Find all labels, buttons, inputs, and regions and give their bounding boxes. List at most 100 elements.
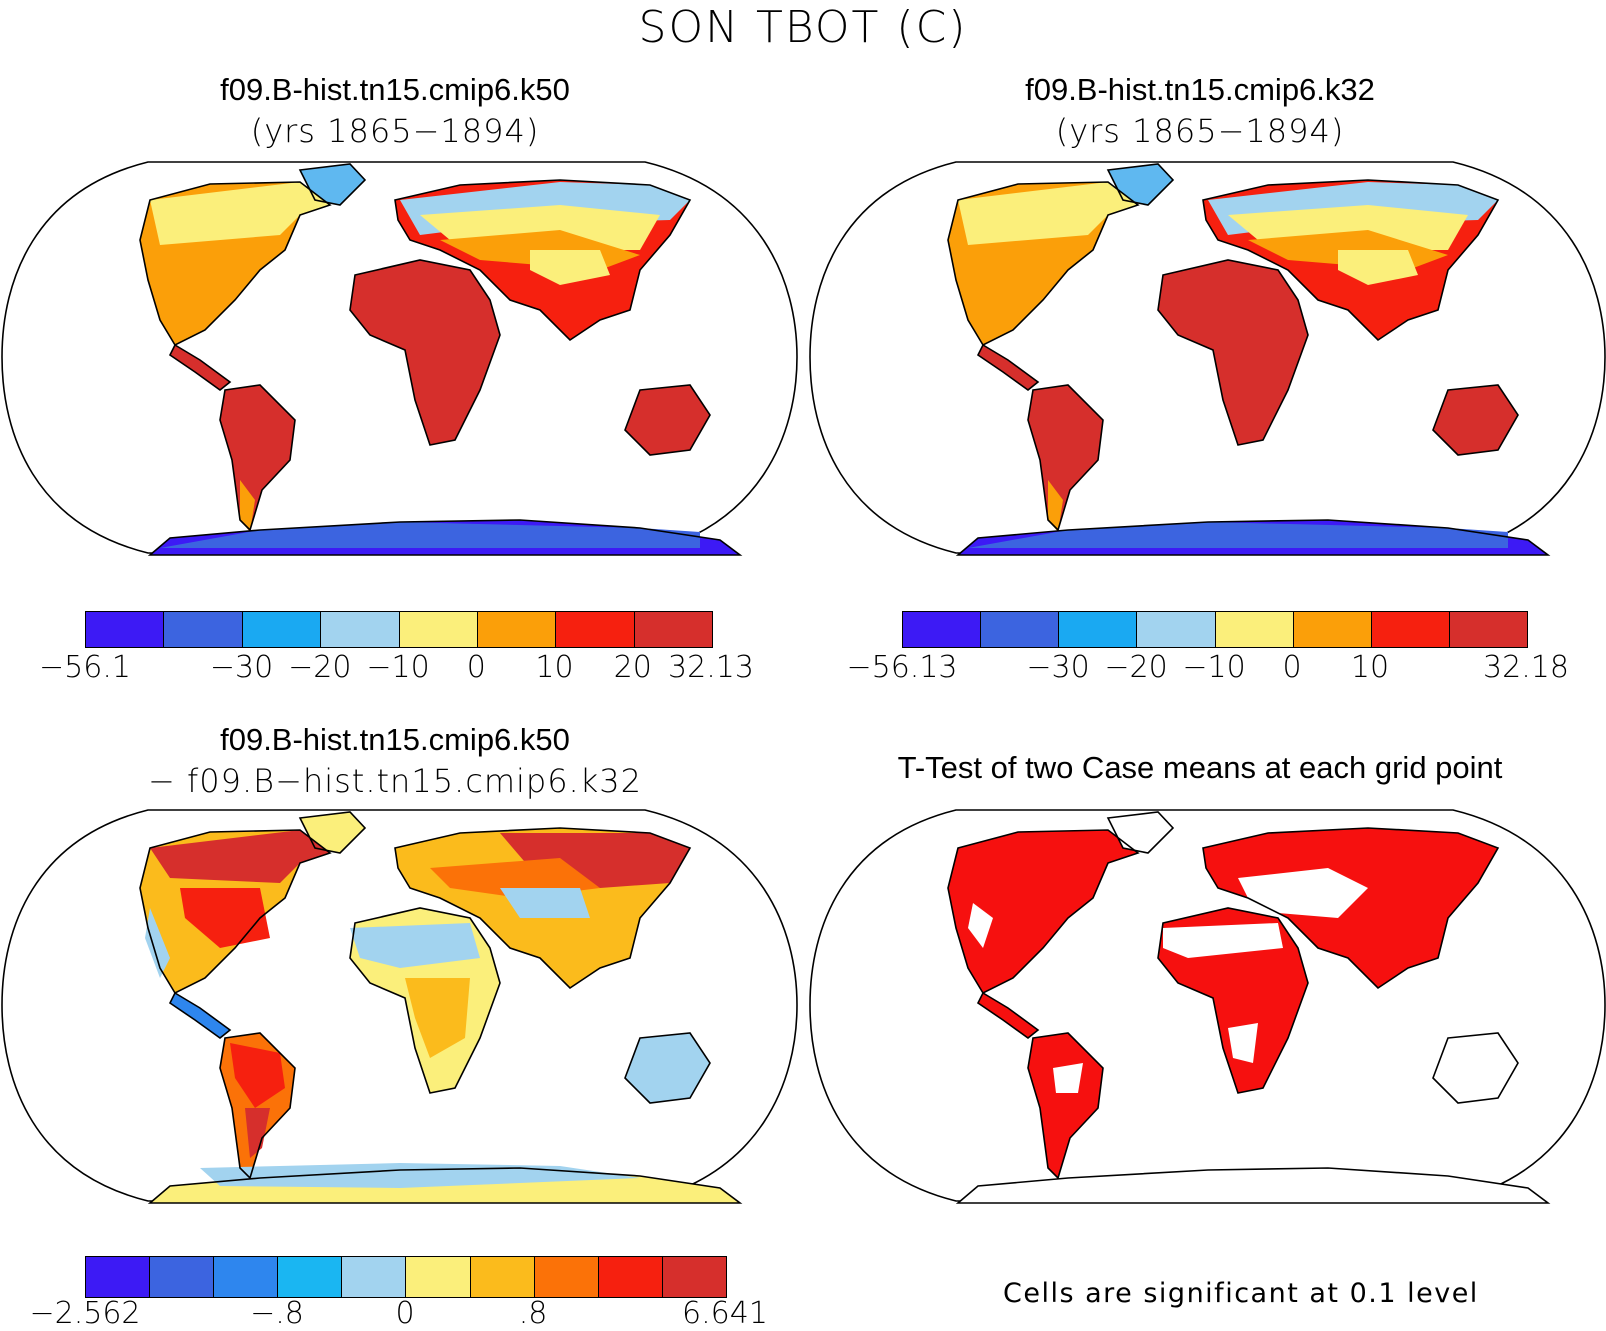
colorbar-swatch xyxy=(399,612,478,647)
colorbar-tick-label: 10 xyxy=(535,650,574,685)
field-contour-region xyxy=(405,978,470,1058)
coastline-ca xyxy=(976,991,1040,1040)
field-contour-region xyxy=(1238,868,1368,918)
coastline-eurasia xyxy=(394,827,692,990)
coastline-africa xyxy=(1157,907,1309,1094)
colorbar-diff xyxy=(85,1256,727,1298)
coastline-africa xyxy=(349,907,501,1094)
colorbar-swatch xyxy=(321,612,400,647)
continent-eurasia-fill xyxy=(1203,828,1498,988)
coastline-australia xyxy=(624,1032,711,1104)
map-k32 xyxy=(809,161,1606,556)
continent-sa-fill xyxy=(220,385,295,530)
colorbar-swatch xyxy=(342,1257,407,1297)
colorbar-swatch xyxy=(534,1257,599,1297)
coastline-australia xyxy=(624,384,711,456)
continent-ca-fill xyxy=(170,345,230,390)
colorbar-swatch xyxy=(242,612,322,647)
colorbar-swatch xyxy=(1371,612,1450,647)
colorbar-tick-label: −10 xyxy=(366,650,430,685)
panel-title-diff: f09.B-hist.tn15.cmip6.k50 xyxy=(220,722,570,757)
coastline-na xyxy=(139,181,332,347)
panel-subtitle-k50: (yrs 1865−1894) xyxy=(250,112,540,150)
continent-australia-fill xyxy=(1433,385,1518,455)
coastline-australia xyxy=(1432,384,1519,456)
colorbar-tick-label: −.8 xyxy=(250,1296,304,1331)
panel-title-ttest: T-Test of two Case means at each grid po… xyxy=(897,750,1503,785)
field-contour-region xyxy=(1228,1023,1258,1063)
colorbar-tick-label: −56.1 xyxy=(39,650,131,685)
field-contour-region xyxy=(1053,1063,1083,1093)
colorbar-swatch xyxy=(981,612,1060,647)
field-contour-region xyxy=(240,480,255,532)
colorbar-tick-label: 0 xyxy=(1282,650,1302,685)
field-contour-region xyxy=(1338,250,1418,285)
colorbar-tick-label: −30 xyxy=(1026,650,1090,685)
panel-subtitle-k32: (yrs 1865−1894) xyxy=(1055,112,1345,150)
colorbar-swatch xyxy=(1059,612,1138,647)
continent-sa-fill xyxy=(1028,385,1103,530)
colorbar-swatch xyxy=(86,612,165,647)
panel-title-k50: f09.B-hist.tn15.cmip6.k50 xyxy=(220,72,570,107)
field-contour-region xyxy=(500,833,690,888)
coastline-antarctica xyxy=(147,1167,743,1204)
continent-australia-fill xyxy=(625,1033,710,1103)
panel-title-k32: f09.B-hist.tn15.cmip6.k32 xyxy=(1025,72,1375,107)
coastline-na xyxy=(139,829,332,995)
coastline-australia xyxy=(1432,1032,1519,1104)
coastline-ca xyxy=(168,991,232,1040)
colorbar-tick-label: −2.562 xyxy=(29,1296,141,1331)
continent-sa-fill xyxy=(1028,1033,1103,1178)
coastline-antarctica xyxy=(955,519,1551,556)
coastline-africa xyxy=(349,259,501,446)
continent-ca-fill xyxy=(978,993,1038,1038)
colorbar-tick-label: 0 xyxy=(395,1296,415,1331)
colorbar-swatch xyxy=(1449,612,1527,647)
coastline-ca xyxy=(168,343,232,392)
field-contour-region xyxy=(150,830,330,883)
coastline-sa xyxy=(219,1032,296,1180)
coastline-antarctica xyxy=(955,1167,1551,1204)
colorbar-swatch xyxy=(662,1257,726,1297)
colorbar-tick-label: −10 xyxy=(1182,650,1246,685)
colorbar-swatch xyxy=(556,612,635,647)
colorbar-swatch xyxy=(164,612,243,647)
coastline-eurasia xyxy=(1202,827,1500,990)
field-contour-region xyxy=(150,182,330,245)
colorbar-labels-k32: −56.13 −30 −20 −10 0 10 32.18 xyxy=(805,650,1605,690)
colorbar-tick-label: −30 xyxy=(209,650,274,685)
field-contour-region xyxy=(145,908,170,978)
colorbar-swatch xyxy=(1293,612,1372,647)
colorbar-swatch xyxy=(150,1257,215,1297)
continent-africa-fill xyxy=(1158,260,1308,445)
colorbar-labels-k50: −56.1 −30 −20 −10 0 10 20 32.13 xyxy=(0,650,800,690)
colorbar-tick-label: 0 xyxy=(466,650,486,685)
coastline-sa xyxy=(1027,1032,1104,1180)
continent-na-fill xyxy=(948,830,1138,993)
field-contour-region xyxy=(500,888,590,918)
coastline-eurasia xyxy=(394,179,692,342)
significance-note: Cells are significant at 0.1 level xyxy=(1003,1278,1479,1309)
continent-ca-fill xyxy=(978,345,1038,390)
colorbar-swatch xyxy=(470,1257,535,1297)
field-contour-region xyxy=(245,1108,270,1158)
continent-australia-fill xyxy=(625,385,710,455)
map-difference xyxy=(1,809,798,1204)
coastline-africa xyxy=(1157,259,1309,446)
continent-ca-fill xyxy=(170,993,230,1038)
colorbar-swatch xyxy=(903,612,982,647)
colorbar-swatch xyxy=(214,1257,279,1297)
colorbar-tick-label: −20 xyxy=(1104,650,1168,685)
figure-title: SON TBOT (C) xyxy=(638,2,968,53)
colorbar-swatch xyxy=(634,612,712,647)
field-contour-region xyxy=(230,1043,285,1108)
colorbar-swatch xyxy=(86,1257,151,1297)
coastline-greenland xyxy=(1106,163,1175,206)
coastline-ca xyxy=(976,343,1040,392)
coastline-na xyxy=(947,829,1140,995)
continent-africa-fill xyxy=(350,260,500,445)
colorbar-swatch xyxy=(278,1257,343,1297)
coastline-eurasia xyxy=(1202,179,1500,342)
field-contour-region xyxy=(1163,923,1283,958)
coastline-greenland xyxy=(298,811,367,854)
